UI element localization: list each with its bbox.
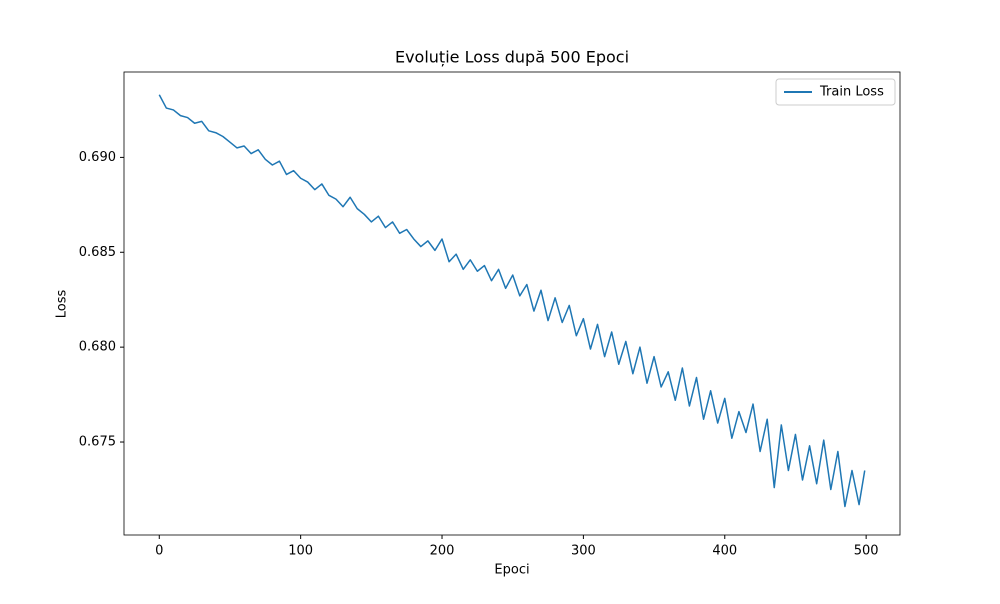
- legend-box: [775, 78, 896, 106]
- y-tick-label: 0.680: [79, 340, 116, 355]
- plot-frame: [123, 71, 901, 536]
- line-series: [158, 94, 866, 508]
- x-tick-label: 500: [854, 544, 879, 559]
- x-tick-label: 400: [712, 544, 737, 559]
- y-tick-label: 0.675: [79, 435, 116, 450]
- y-tick-label: 0.685: [79, 245, 116, 260]
- legend-label: Train Loss: [819, 85, 884, 100]
- x-tick-label: 0: [155, 544, 163, 559]
- x-tick-label: 100: [288, 544, 313, 559]
- y-tick-label: 0.690: [79, 150, 116, 165]
- y-axis-label: Loss: [55, 290, 70, 319]
- x-axis-label: Epoci: [494, 563, 529, 578]
- x-tick-label: 200: [430, 544, 455, 559]
- x-tick-label: 300: [571, 544, 596, 559]
- chart-title: Evoluție Loss după 500 Epoci: [395, 48, 629, 67]
